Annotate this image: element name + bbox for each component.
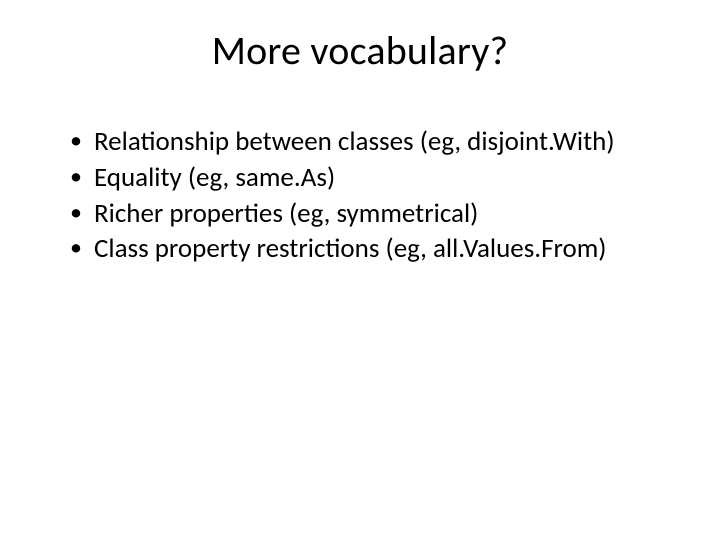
list-item: Equality (eg, same.As) bbox=[70, 161, 670, 195]
list-item: Class property restrictions (eg, all.Val… bbox=[70, 232, 670, 266]
bullet-list: Relationship between classes (eg, disjoi… bbox=[50, 125, 670, 266]
list-item: Relationship between classes (eg, disjoi… bbox=[70, 125, 670, 159]
list-item: Richer properties (eg, symmetrical) bbox=[70, 197, 670, 231]
slide: More vocabulary? Relationship between cl… bbox=[0, 0, 720, 540]
slide-title: More vocabulary? bbox=[50, 26, 670, 75]
